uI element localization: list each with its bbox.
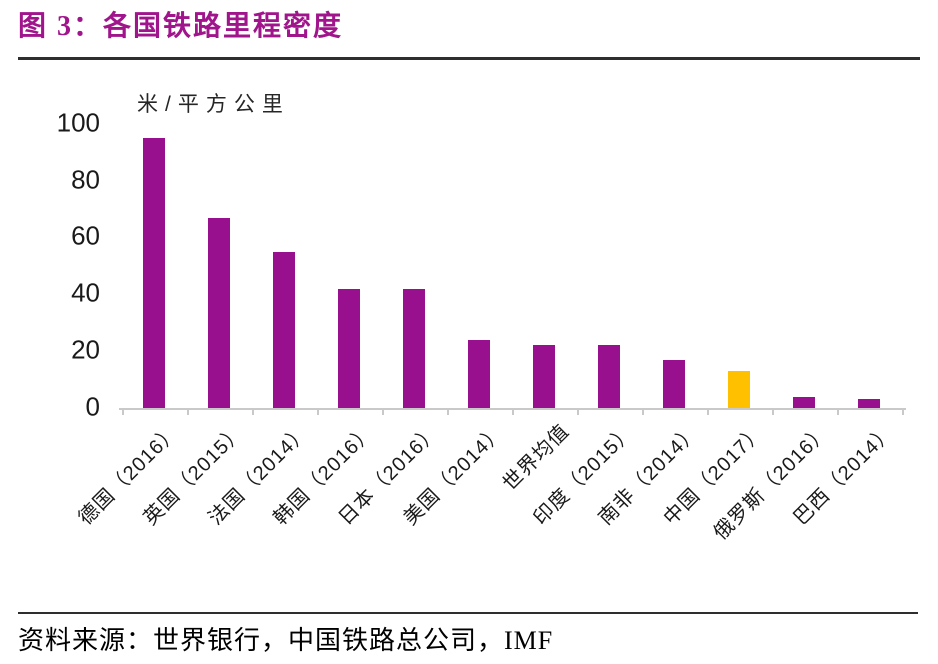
x-axis-tick-mark	[316, 409, 319, 415]
source-text: 资料来源：世界银行，中国铁路总公司，IMF	[18, 626, 554, 655]
x-axis-tick-mark	[576, 409, 579, 415]
x-axis-tick-mark	[511, 409, 514, 415]
x-axis-tick-mark	[706, 409, 709, 415]
x-axis-tick-mark	[251, 409, 254, 415]
bar	[143, 138, 165, 408]
y-axis-tick-label: 20	[71, 334, 100, 365]
bar	[533, 345, 555, 408]
y-axis-tick-label: 60	[71, 220, 100, 251]
x-axis-tick-mark	[641, 409, 644, 415]
bar	[273, 251, 295, 408]
y-axis-tick-label: 40	[71, 277, 100, 308]
y-axis-tick-label: 0	[85, 391, 100, 422]
bar	[598, 345, 620, 408]
x-axis-tick-mark	[901, 409, 904, 415]
y-axis-tick-label: 100	[56, 107, 100, 138]
bar-china-highlighted	[728, 371, 750, 408]
footer-divider-line	[18, 612, 918, 614]
x-axis-tick-mark	[446, 409, 449, 415]
bar	[208, 217, 230, 408]
bar	[858, 399, 880, 408]
bar	[338, 288, 360, 408]
figure-title: 图 3：各国铁路里程密度	[18, 11, 344, 42]
bar	[793, 396, 815, 408]
bar	[663, 359, 685, 408]
y-axis-unit-label: 米/平方公里	[137, 93, 290, 116]
x-axis-tick-mark	[771, 409, 774, 415]
y-axis-tick-label: 80	[71, 164, 100, 195]
title-divider-line	[18, 57, 920, 60]
x-axis-tick-mark	[381, 409, 384, 415]
bar	[403, 288, 425, 408]
x-axis-tick-mark	[836, 409, 839, 415]
x-axis-tick-mark	[121, 409, 124, 415]
bar	[468, 339, 490, 408]
x-axis-tick-mark	[186, 409, 189, 415]
